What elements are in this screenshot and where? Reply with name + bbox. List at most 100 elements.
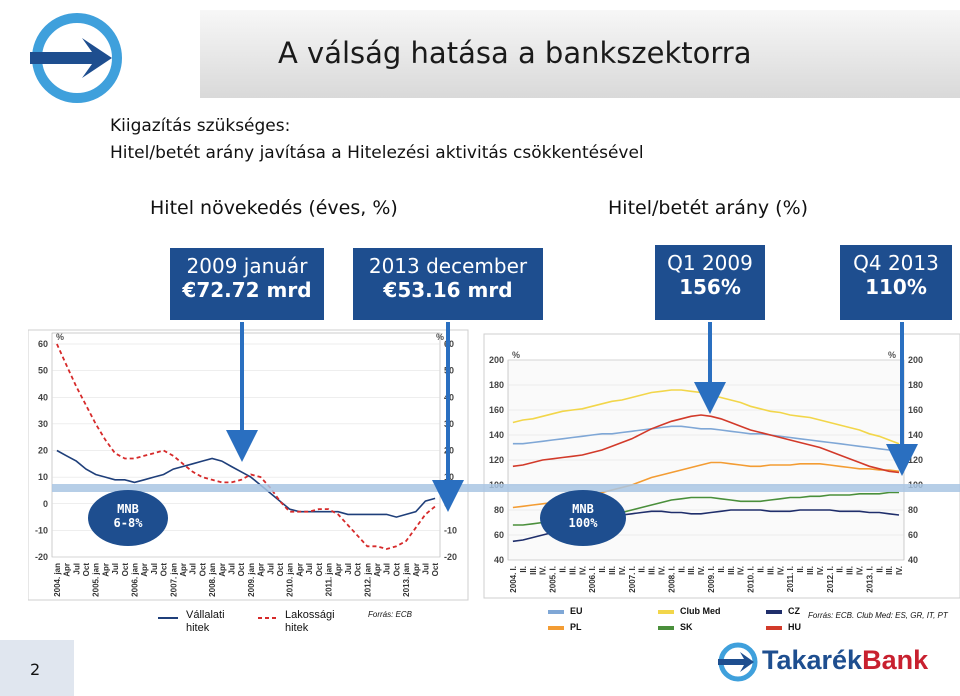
right-ytick-right: 80	[908, 505, 918, 515]
right-ytick-right: 40	[908, 555, 918, 565]
right-ytick-left: 200	[489, 355, 504, 365]
left-xtick-label: Jul	[189, 563, 198, 575]
right-xtick-label: IV.	[737, 566, 746, 575]
right-xtick-label: IV.	[816, 566, 825, 575]
left-xtick-label: Oct	[354, 563, 363, 577]
target-band	[52, 484, 960, 492]
left-chart-heading: Hitel növekedés (éves, %)	[150, 197, 398, 219]
right-ytick-right: 180	[908, 380, 923, 390]
left-xtick-label: Apr	[179, 563, 188, 577]
left-xtick-label: 2011. jan	[324, 563, 333, 596]
right-xtick-label: III.	[568, 566, 577, 575]
right-xtick-label: IV.	[657, 566, 666, 575]
left-xtick-label: Apr	[218, 563, 227, 577]
right-xtick-label: IV.	[697, 566, 706, 575]
brand-name-left: Takarék	[762, 645, 863, 675]
right-ytick-right: 60	[908, 530, 918, 540]
legend-pl-label: PL	[570, 622, 582, 632]
right-legend	[548, 610, 782, 630]
right-xtick-label: 2013. I.	[865, 566, 874, 593]
left-xtick-label: Apr	[257, 563, 266, 577]
right-xtick-label: IV.	[539, 566, 548, 575]
right-xtick-label: 2012. I.	[826, 566, 835, 593]
legend-hu-swatch	[766, 626, 782, 630]
left-ytick-right: -20	[444, 552, 457, 562]
right-xtick-label: III.	[608, 566, 617, 575]
title-bar	[200, 10, 960, 98]
left-xtick-label: Apr	[412, 563, 421, 577]
left-xtick-label: Apr	[373, 563, 382, 577]
box-q4-2013-label: Q4 2013	[853, 251, 939, 275]
right-ytick-right: 160	[908, 405, 923, 415]
right-xtick-label: 2009. I.	[707, 566, 716, 593]
legend-hu-label: HU	[788, 622, 801, 632]
left-series-household	[56, 343, 436, 550]
left-xtick-label: Apr	[295, 563, 304, 577]
brand-name-right: Bank	[862, 645, 929, 675]
right-source-note: Forrás: ECB. Club Med: ES, GR, IT, PT	[808, 611, 948, 620]
left-ytick-left: 20	[38, 446, 48, 456]
mnb-left-badge: MNB 6-8%	[88, 490, 168, 546]
left-xtick-label: Jul	[383, 563, 392, 575]
left-ytick-left: -10	[35, 525, 48, 535]
mnb-right-badge: MNB 100%	[540, 490, 626, 546]
right-xtick-label: II.	[598, 566, 607, 573]
legend-household-label-1: Lakossági	[285, 609, 335, 621]
right-xtick-label: IV.	[776, 566, 785, 575]
left-ylabel-right: %	[436, 332, 444, 342]
right-xtick-label: II.	[796, 566, 805, 573]
legend-sk-label: SK	[680, 622, 693, 632]
left-xtick-label: Apr	[334, 563, 343, 577]
left-series-corporate	[56, 449, 436, 518]
box-2009-january-label: 2009 január	[186, 254, 308, 278]
box-q1-2009: Q1 2009 156%	[655, 245, 765, 321]
right-xtick-label: III.	[806, 566, 815, 575]
page-number-box: 2	[0, 640, 74, 696]
right-xtick-label: 2006. I.	[588, 566, 597, 593]
right-xtick-label: 2008. I.	[667, 566, 676, 593]
left-ytick-left: -20	[35, 552, 48, 562]
mnb-right-label: MNB	[572, 502, 594, 516]
left-xtick-label: Jul	[305, 563, 314, 575]
box-2009-january: 2009 január €72.72 mrd	[170, 248, 324, 322]
left-xtick-label: Oct	[121, 563, 130, 577]
right-xtick-label: II.	[756, 566, 765, 573]
left-xtick-label: 2004. jan	[53, 563, 62, 597]
box-q1-2009-value: 156%	[679, 275, 741, 299]
left-xtick-label: 2012. jan	[363, 563, 372, 597]
left-xtick-label: 2008. jan	[208, 563, 217, 597]
legend-corporate-label-1: Vállalati	[186, 609, 225, 621]
left-xtick-label: Oct	[160, 563, 169, 577]
right-xtick-label: 2005. I.	[549, 566, 558, 593]
box-q4-2013: Q4 2013 110%	[840, 245, 952, 321]
left-xtick-label: Oct	[237, 563, 246, 577]
legend-sk-swatch	[658, 626, 674, 630]
right-xtick-label: II.	[836, 566, 845, 573]
right-ytick-left: 40	[494, 555, 504, 565]
right-xtick-label: III.	[727, 566, 736, 575]
right-xtick-label: III.	[766, 566, 775, 575]
left-ytick-left: 0	[43, 499, 48, 509]
right-xtick-label: II.	[519, 566, 528, 573]
left-xtick-label: Jul	[72, 563, 81, 575]
right-xtick-label: 2010. I.	[747, 566, 756, 593]
left-xtick-label: 2009. jan	[247, 563, 256, 597]
left-xtick-label: 2013. jan	[402, 563, 411, 597]
right-ytick-left: 120	[489, 455, 504, 465]
left-xtick-label: Oct	[315, 563, 324, 577]
left-ylabel-left: %	[56, 332, 64, 342]
left-xtick-label: Apr	[101, 563, 110, 577]
brand-name: TakarékBank	[762, 645, 928, 676]
left-xtick-label: Jul	[421, 563, 430, 575]
right-ytick-left: 140	[489, 430, 504, 440]
right-xtick-label: 2007. I.	[628, 566, 637, 593]
right-xtick-label: III.	[885, 566, 894, 575]
right-ylabel-left: %	[512, 350, 520, 360]
legend-club-med-swatch	[658, 610, 674, 614]
mnb-right-value: 100%	[568, 516, 598, 530]
mnb-left-value: 6-8%	[113, 516, 143, 530]
right-xtick-label: II.	[558, 566, 567, 573]
legend-eu-label: EU	[570, 606, 583, 616]
right-xtick-label: IV.	[855, 566, 864, 575]
